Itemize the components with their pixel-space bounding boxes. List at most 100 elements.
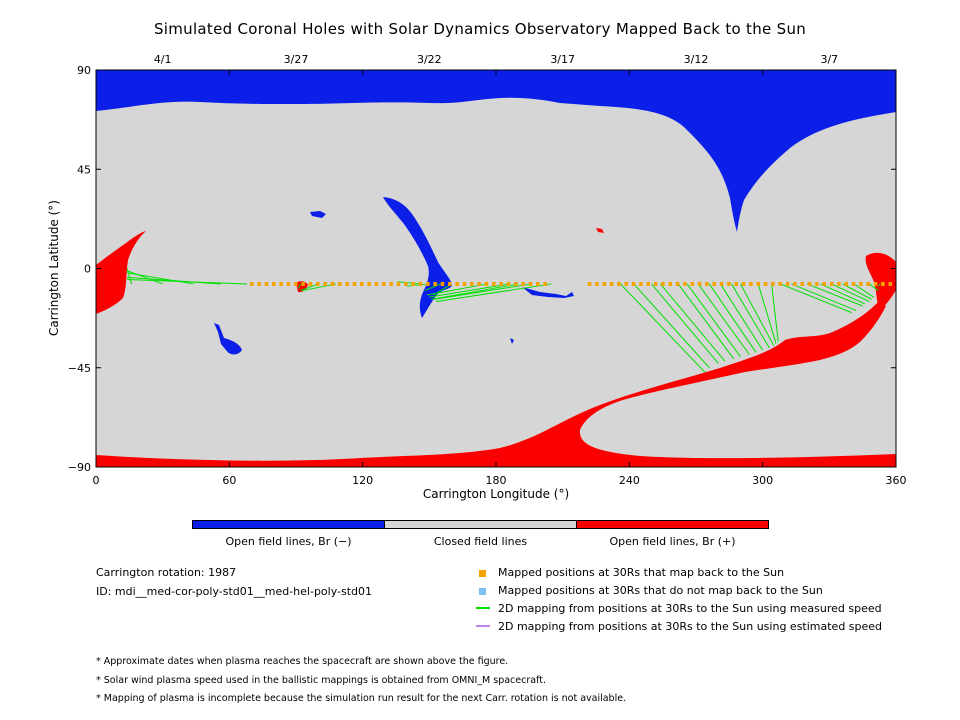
mapping-line [869,283,879,291]
mapped-position-marker [844,281,848,286]
mapped-position-marker [279,281,283,286]
colorbar-label-closed: Closed field lines [433,535,528,548]
mapped-position-marker [785,281,790,286]
x-axis-label: Carrington Longitude (°) [423,487,569,501]
legend-measured: 2D mapping from positions at 30Rs to the… [498,602,882,615]
mapped-position-marker [741,281,746,286]
mapped-position-marker [763,281,768,286]
mapping-line [633,283,710,369]
mapped-position-marker [477,281,481,286]
x-tick-label: 0 [93,474,100,487]
mapped-position-marker [389,281,393,286]
mapping-line [740,283,775,346]
mapping-line [435,283,552,303]
mapped-position-marker [470,281,474,286]
mapped-position-marker [778,281,782,286]
mapped-position-marker [514,281,518,286]
mapped-position-marker [727,281,731,286]
mapping-line [791,283,857,311]
note-speed: * Solar wind plasma speed used in the ba… [96,675,546,686]
mapped-position-marker [749,281,753,286]
mapping-line [877,283,881,287]
mapped-position-marker [851,281,856,286]
mapped-position-marker [873,281,878,286]
mapped-position-marker [829,281,834,286]
mapped-position-marker [822,281,826,286]
mapping-line [853,283,875,298]
mapping-line [429,283,510,298]
mapped-position-marker [418,281,423,286]
small-negative-spot [214,323,242,355]
mapping-line [820,283,866,305]
mapped-position-marker [528,281,533,286]
date-tick-label: 3/27 [284,53,309,66]
mapped-position-marker [734,281,738,286]
mapped-position-marker [756,281,760,286]
mapped-position-marker [433,281,437,286]
mapped-position-marker [697,281,702,286]
mapped-position-marker [455,281,459,286]
mapped-position-marker [602,281,606,286]
small-positive-spot [596,228,604,233]
legend-estimated: 2D mapping from positions at 30Rs to the… [498,620,883,633]
equatorial-coronal-hole-diagonal [383,197,452,318]
mapped-position-marker [653,281,658,286]
mapped-position-marker [793,281,797,286]
mapped-position-marker [683,281,687,286]
x-tick-label: 300 [752,474,773,487]
mapped-position-marker [837,281,841,286]
mapped-position-marker [323,281,327,286]
mapped-position-marker [382,281,386,286]
mapped-position-marker [631,281,636,286]
mapped-position-marker [800,281,804,286]
y-tick-label: 90 [77,64,91,77]
x-tick-label: 180 [486,474,507,487]
legend-mapped: Mapped positions at 30Rs that map back t… [498,566,785,579]
small-positive-spot [296,281,308,293]
chart-title: Simulated Coronal Holes with Solar Dynam… [153,20,807,38]
mapped-position-marker [352,281,357,286]
y-tick-label: −45 [68,362,91,375]
mapping-line [708,283,757,353]
mapping-line [427,283,488,296]
mapped-position-marker [338,281,342,286]
mapping-line [697,283,750,355]
mapped-position-marker [499,281,503,286]
equatorial-positive-patch-west [96,231,146,314]
mapping-line [300,283,319,292]
mapped-position-marker [536,281,540,286]
mapped-position-marker [308,281,313,286]
y-tick-label: 0 [84,263,91,276]
colorbar-negative [192,520,385,529]
mapping-line [780,283,852,314]
carrington-rotation: Carrington rotation: 1987 [96,566,237,579]
mapped-position-marker [705,281,709,286]
mapped-position-marker [866,281,870,286]
colorbar-closed [384,520,577,529]
mapped-position-marker [675,281,680,286]
small-negative-spot [310,211,326,218]
mapping-line [620,283,706,373]
y-tick-label: −90 [68,461,91,474]
mapped-position-marker [286,281,291,286]
small-negative-spot [522,287,574,298]
mapped-position-marker [521,281,525,286]
mapping-line [424,283,441,292]
mapping-line [771,283,779,342]
mapped-position-marker [712,281,716,286]
colorbar-positive [576,520,769,529]
mapping-line [431,283,519,300]
mapped-position-marker [587,281,592,286]
note-incomplete: * Mapping of plasma is incomplete becaus… [96,693,627,704]
mapping-line [842,283,872,300]
mapping-line [686,283,741,358]
mapping-line [407,283,430,287]
mapped-position-marker [881,281,885,286]
mapped-position-marker [595,281,599,286]
mapped-position-marker [330,281,335,286]
mapped-position-marker [815,281,819,286]
date-tick-label: 3/22 [417,53,442,66]
small-negative-spot [510,338,514,344]
not-mapped-marker-icon [479,588,486,595]
